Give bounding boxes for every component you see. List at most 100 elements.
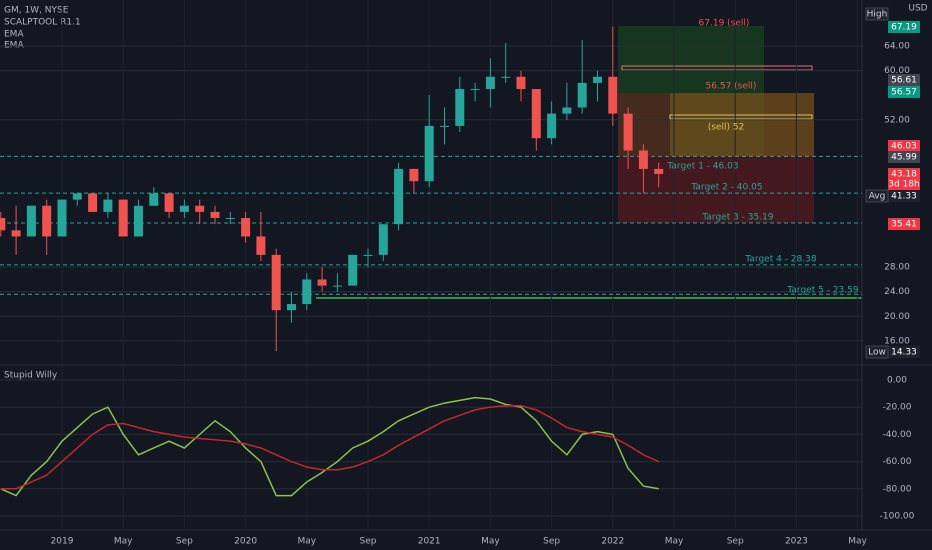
y-tick-label: 16.00: [884, 336, 910, 346]
price-tag-label: 56.57: [891, 88, 917, 98]
candle-body: [394, 168, 404, 225]
oscillator-title: Stupid Willy: [4, 371, 58, 381]
candle-body: [501, 76, 511, 78]
annotation: Target 5 - 23.59: [786, 286, 858, 296]
tag-label: Low: [868, 348, 886, 358]
x-tick-label: 2019: [51, 537, 74, 547]
candle-body: [164, 193, 174, 212]
x-tick-label: May: [481, 537, 500, 547]
price-tag-label: 43.18: [891, 170, 917, 180]
candle-body: [440, 125, 449, 127]
tag-label: High: [867, 10, 888, 20]
annotation: 56.57 (sell): [706, 82, 757, 92]
candle-body: [577, 82, 587, 108]
currency: USD: [908, 4, 927, 14]
candle-body: [547, 113, 557, 139]
tag-box: [865, 7, 889, 21]
y-tick-label: -100.00: [880, 511, 915, 521]
candle-body: [485, 76, 495, 90]
x-tick-label: Sep: [727, 537, 744, 547]
sell-level: [621, 65, 813, 71]
price-tag: [888, 168, 920, 190]
candle-body: [149, 193, 159, 206]
x-tick-label: May: [297, 537, 316, 547]
candle-body: [593, 76, 602, 83]
price-tag: [888, 86, 920, 98]
candle-body: [363, 254, 373, 256]
annotation: 67.19 (sell): [699, 19, 750, 29]
candle-body: [134, 205, 143, 237]
candle-body: [72, 193, 82, 200]
x-tick-label: 2023: [785, 537, 808, 547]
price-tag: [888, 346, 920, 358]
annotation: Target 4 - 28.38: [744, 255, 816, 265]
y-tick-label: -80.00: [882, 484, 911, 494]
candle-body: [455, 89, 465, 126]
candle-body: [271, 254, 281, 311]
price-tag: [888, 218, 920, 230]
annotation: Target 1 - 46.03: [666, 162, 738, 172]
oscillator-line: [0, 396, 659, 497]
profit-zone: [618, 26, 764, 156]
candle-body: [195, 205, 205, 212]
candle-body: [409, 168, 419, 182]
y-tick-label: -40.00: [882, 430, 911, 440]
candle-body: [88, 193, 98, 212]
y-tick-label: 20.00: [884, 312, 910, 322]
tag-box: [865, 189, 889, 203]
candle-body: [516, 76, 526, 90]
countdown: 3d 18h: [888, 180, 919, 190]
candle-body: [562, 107, 572, 114]
x-tick-label: Sep: [176, 537, 193, 547]
price-tag-label: 46.03: [891, 142, 917, 152]
price-tag: [888, 151, 920, 163]
x-tick-label: May: [665, 537, 684, 547]
indicator: EMA: [4, 30, 24, 40]
candle-body: [118, 199, 128, 237]
oscillator-line: [0, 405, 660, 490]
price-tag-label: 35.41: [891, 220, 917, 230]
price-tag: [888, 140, 920, 152]
candle-body: [317, 279, 327, 286]
y-tick-label: 28.00: [884, 263, 910, 273]
price-tag-label: 67.19: [891, 23, 917, 33]
candle-body: [26, 205, 36, 237]
candle-body: [332, 285, 342, 287]
indicator: SCALPTOOL R1.1: [4, 18, 81, 28]
x-tick-label: May: [114, 537, 133, 547]
x-tick-label: Sep: [543, 537, 560, 547]
indicator: EMA: [4, 41, 24, 51]
price-tag: [888, 21, 920, 33]
candle-body: [11, 230, 21, 237]
price-tag: [888, 74, 920, 86]
candle-body: [302, 279, 312, 305]
annotation: (sell) 52: [708, 123, 745, 133]
annotation: Target 3 - 35.19: [701, 213, 773, 223]
x-tick-label: May: [848, 537, 867, 547]
x-tick-label: 2021: [418, 537, 441, 547]
y-tick-label: -60.00: [882, 457, 911, 467]
x-tick-label: 2020: [234, 537, 257, 547]
candle-body: [225, 218, 235, 220]
candle-body: [654, 168, 664, 174]
candle-body: [424, 125, 434, 182]
candle-body: [378, 224, 388, 255]
candle-body: [470, 89, 480, 91]
tag-box: [865, 345, 889, 359]
tag-label: Avg: [869, 192, 886, 202]
candle-body: [0, 218, 6, 231]
y-tick-label: -20.00: [882, 403, 911, 413]
y-tick-label: 0.00: [887, 375, 907, 385]
price-tag-label: 56.61: [891, 76, 917, 86]
candle-body: [638, 150, 648, 169]
annotation: Target 2 - 40.05: [690, 183, 762, 193]
y-tick-label: 60.00: [884, 66, 910, 76]
price-tag-label: 41.33: [891, 192, 917, 202]
x-tick-label: Sep: [360, 537, 377, 547]
candle-body: [623, 113, 633, 151]
sell-level: [669, 114, 813, 120]
candle-body: [287, 304, 296, 311]
price-tag-label: 45.99: [891, 153, 917, 163]
price-tag: [888, 190, 920, 202]
